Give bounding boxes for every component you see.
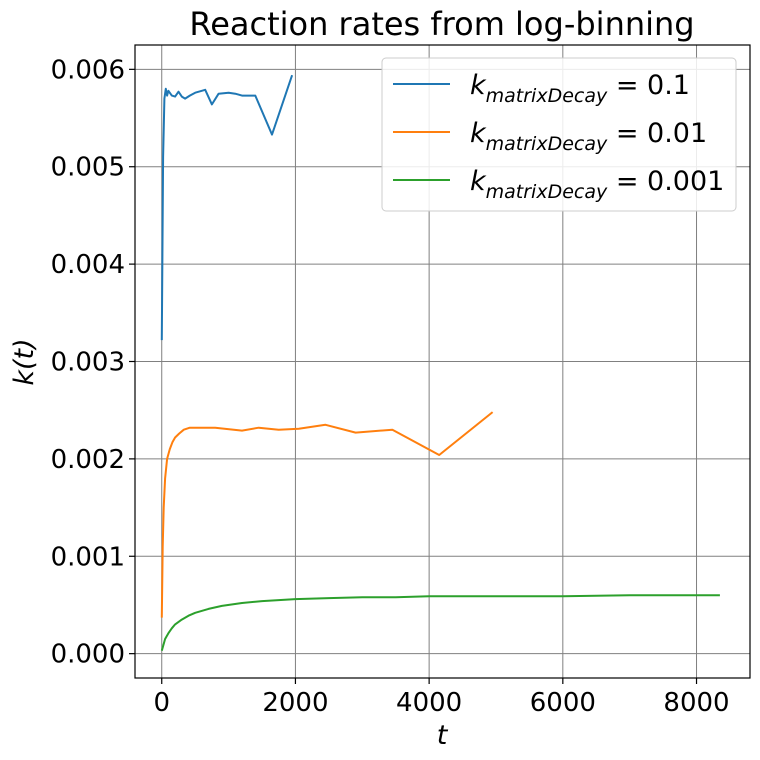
x-tick-label: 4000: [396, 688, 462, 718]
y-tick-label: 0.006: [51, 55, 125, 85]
x-tick-label: 2000: [262, 688, 328, 718]
legend-value: = 0.01: [607, 118, 707, 149]
series-line-3: [160, 594, 720, 651]
series-line-1: [160, 74, 294, 341]
legend-label-2: kmatrixDecay = 0.01: [470, 118, 707, 155]
y-tick-label: 0.002: [51, 445, 125, 475]
x-tick-label: 6000: [530, 688, 596, 718]
legend-subscript: matrixDecay: [486, 85, 608, 107]
legend-symbol: k: [470, 70, 487, 101]
x-axis-label: t: [437, 720, 449, 751]
x-axis-ticks: 0 2000 4000 6000 8000: [153, 678, 730, 718]
legend-box: [381, 57, 737, 212]
legend-value: = 0.001: [607, 166, 724, 197]
legend-symbol: k: [470, 118, 487, 149]
y-tick-label: 0.005: [51, 153, 125, 183]
chart-title: Reaction rates from log-binning: [189, 5, 694, 43]
x-tick-label: 8000: [663, 688, 729, 718]
legend-label-3: kmatrixDecay = 0.001: [470, 166, 724, 203]
series-line-2: [160, 411, 494, 618]
y-tick-label: 0.004: [51, 250, 125, 280]
y-axis-label: k(t): [9, 338, 40, 385]
legend-symbol: k: [470, 166, 487, 197]
y-tick-label: 0.003: [51, 348, 125, 378]
legend-subscript: matrixDecay: [486, 133, 608, 155]
legend-subscript: matrixDecay: [486, 181, 608, 203]
y-axis-ticks: 0.000 0.001 0.002 0.003 0.004 0.005 0.006: [51, 55, 135, 670]
y-tick-label: 0.001: [51, 542, 125, 572]
y-tick-label: 0.000: [51, 640, 125, 670]
series-layer: [160, 74, 720, 651]
legend-value: = 0.1: [607, 70, 690, 101]
legend-label-1: kmatrixDecay = 0.1: [470, 70, 690, 107]
x-tick-label: 0: [153, 688, 170, 718]
